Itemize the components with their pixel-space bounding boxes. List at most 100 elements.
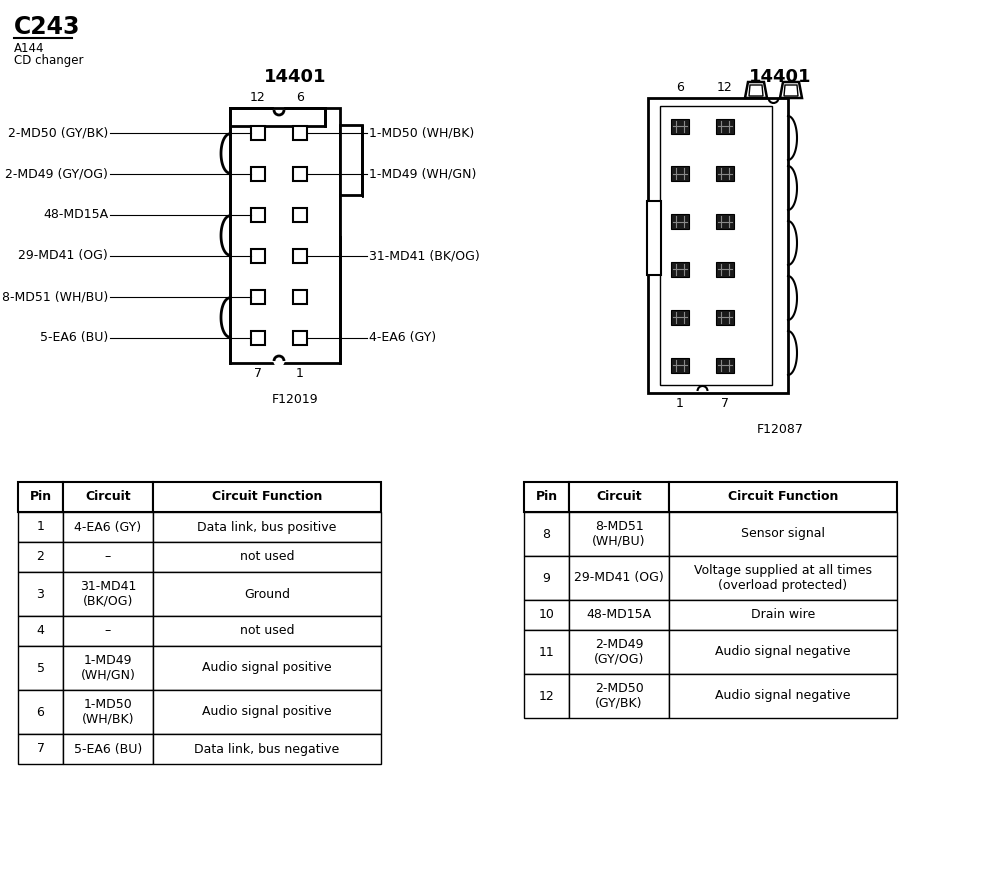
Text: Data link, bus positive: Data link, bus positive (198, 521, 337, 533)
Polygon shape (780, 82, 802, 98)
Bar (153, 512, 381, 542)
Bar (153, 482, 381, 512)
Bar (716, 262, 734, 277)
Text: Audio signal positive: Audio signal positive (203, 661, 332, 674)
Bar (62, 734, 153, 764)
Bar (251, 249, 265, 263)
Bar (671, 358, 689, 373)
Text: 12: 12 (250, 91, 266, 104)
Text: –: – (105, 551, 111, 564)
Bar (18, 734, 62, 764)
Circle shape (274, 356, 284, 366)
Bar (671, 214, 689, 229)
Text: CD changer: CD changer (14, 54, 84, 67)
Bar (62, 482, 153, 512)
Text: –: – (105, 624, 111, 638)
Polygon shape (784, 85, 798, 96)
Bar (716, 167, 734, 182)
Polygon shape (745, 82, 767, 98)
Text: Audio signal negative: Audio signal negative (716, 645, 851, 659)
Bar (153, 542, 381, 572)
Bar (251, 208, 265, 222)
Text: 5: 5 (36, 661, 44, 674)
Bar (716, 358, 734, 373)
Text: 5-EA6 (BU): 5-EA6 (BU) (74, 743, 142, 755)
Bar (524, 482, 569, 512)
Text: 7: 7 (721, 397, 729, 410)
Text: 31-MD41 (BK/OG): 31-MD41 (BK/OG) (369, 249, 480, 262)
Bar (569, 674, 669, 718)
Text: 48-MD15A: 48-MD15A (587, 609, 651, 622)
Text: 6: 6 (36, 705, 44, 718)
Bar (716, 214, 734, 229)
Bar (62, 572, 153, 616)
Bar (62, 646, 153, 690)
Bar (671, 262, 689, 277)
Bar (524, 674, 569, 718)
Text: C243: C243 (14, 15, 81, 39)
Text: 8-MD51
(WH/BU): 8-MD51 (WH/BU) (593, 520, 646, 548)
Text: 1: 1 (676, 397, 684, 410)
Text: not used: not used (240, 624, 294, 638)
Bar (18, 542, 62, 572)
Bar (251, 126, 265, 140)
Text: 1: 1 (36, 521, 44, 533)
Bar (669, 482, 897, 512)
Bar (153, 690, 381, 734)
Text: 12: 12 (538, 689, 554, 702)
Bar (669, 674, 897, 718)
Bar (230, 108, 340, 363)
Text: 1-MD50
(WH/BK): 1-MD50 (WH/BK) (82, 698, 134, 726)
Bar (153, 734, 381, 764)
Bar (230, 108, 325, 126)
Bar (18, 646, 62, 690)
Bar (716, 310, 734, 324)
Bar (153, 646, 381, 690)
Text: 10: 10 (538, 609, 554, 622)
Bar (340, 125, 362, 196)
Bar (293, 249, 307, 263)
Text: 31-MD41
(BK/OG): 31-MD41 (BK/OG) (80, 580, 136, 608)
Bar (18, 572, 62, 616)
Text: Ground: Ground (244, 588, 290, 601)
Bar (569, 630, 669, 674)
Text: 14401: 14401 (264, 68, 327, 86)
Text: Circuit: Circuit (596, 490, 642, 503)
Text: 1-MD50 (WH/BK): 1-MD50 (WH/BK) (369, 126, 474, 139)
Bar (569, 482, 669, 512)
Text: Circuit Function: Circuit Function (728, 490, 839, 503)
Bar (716, 118, 734, 133)
Bar (660, 106, 772, 385)
Bar (340, 195, 362, 236)
Text: Sensor signal: Sensor signal (741, 527, 825, 540)
Text: 1-MD49 (WH/GN): 1-MD49 (WH/GN) (369, 168, 477, 181)
Bar (293, 208, 307, 222)
Text: F12019: F12019 (272, 393, 319, 406)
Bar (293, 290, 307, 304)
Bar (669, 630, 897, 674)
Bar (648, 98, 788, 393)
Text: 8: 8 (542, 527, 550, 540)
Text: Pin: Pin (535, 490, 557, 503)
Text: Audio signal negative: Audio signal negative (716, 689, 851, 702)
Bar (671, 167, 689, 182)
Bar (153, 572, 381, 616)
Text: 1: 1 (296, 367, 304, 380)
Bar (62, 542, 153, 572)
Bar (569, 556, 669, 600)
Bar (293, 126, 307, 140)
Text: 6: 6 (676, 81, 684, 94)
Circle shape (274, 105, 284, 115)
Text: 2-MD49
(GY/OG): 2-MD49 (GY/OG) (594, 638, 644, 666)
Bar (251, 167, 265, 181)
Bar (524, 600, 569, 630)
Text: 6: 6 (296, 91, 304, 104)
Bar (18, 482, 62, 512)
Bar (293, 167, 307, 181)
Bar (18, 616, 62, 646)
Bar (671, 310, 689, 324)
Bar (251, 331, 265, 345)
Text: 8-MD51 (WH/BU): 8-MD51 (WH/BU) (2, 290, 108, 303)
Text: 29-MD41 (OG): 29-MD41 (OG) (575, 572, 664, 584)
Text: 4: 4 (36, 624, 44, 638)
